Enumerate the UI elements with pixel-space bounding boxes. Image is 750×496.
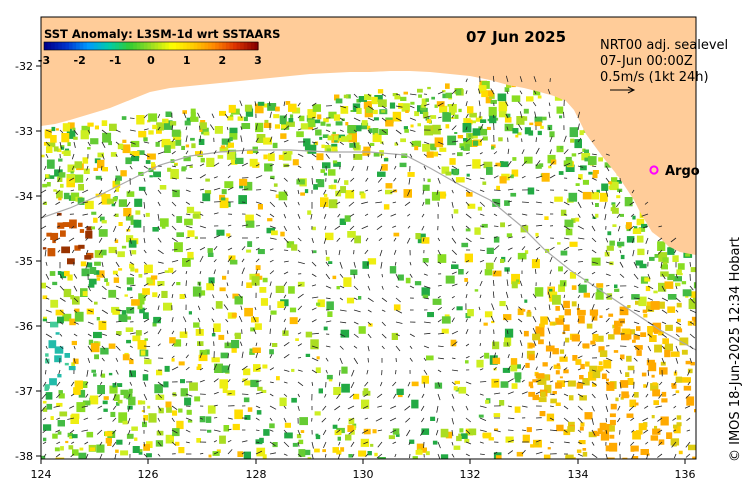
legend-colorbar: [43, 41, 259, 51]
date-label: 07 Jun 2025: [466, 28, 566, 46]
legend-tick-label: 1: [183, 54, 191, 67]
sst-anomaly-field: [41, 71, 696, 459]
y-tick-label: -37: [15, 385, 33, 398]
info-line-1: NRT00 adj. sealevel: [600, 38, 728, 53]
x-tick-label: 134: [568, 468, 589, 481]
x-tick-label: 130: [353, 468, 374, 481]
land-mass: [41, 17, 696, 255]
x-tick-label: 136: [675, 468, 696, 481]
legend: SST Anomaly: L3SM-1d wrt SSTAARS -3 -2 -1 0…: [38, 27, 281, 67]
legend-tick-labels: -3 -2 -1 0 1 2 3: [38, 54, 262, 67]
credit-text: © IMOS 18-Jun-2025 12:34 Hobart: [728, 237, 743, 462]
legend-tick-label: -1: [109, 54, 121, 67]
y-tick-label: -36: [15, 320, 33, 333]
y-tick-label: -33: [15, 125, 33, 138]
current-vectors: [41, 75, 696, 459]
info-line-2: 07-Jun 00:00Z: [600, 54, 693, 69]
legend-tick-label: -3: [38, 54, 50, 67]
legend-tick-label: -2: [74, 54, 86, 67]
y-tick-label: -35: [15, 255, 33, 268]
legend-tick-label: 0: [147, 54, 155, 67]
x-tick-label: 126: [138, 468, 159, 481]
legend-title: SST Anomaly: L3SM-1d wrt SSTAARS: [44, 27, 280, 41]
plot-frame: [40, 16, 697, 460]
x-tick-label: 132: [460, 468, 481, 481]
bathymetry-contour: [41, 149, 696, 351]
legend-tick-label: 3: [254, 54, 262, 67]
x-tick-label: 124: [31, 468, 52, 481]
argo-float-marker[interactable]: [649, 165, 659, 175]
y-tick-label: -38: [15, 450, 33, 463]
x-axis: 124 126 128 130 132 134 136: [31, 459, 696, 481]
legend-tick-label: 2: [219, 54, 227, 67]
scale-arrow: [610, 86, 636, 94]
y-axis: -32 -33 -34 -35 -36 -37 -38: [15, 60, 41, 463]
x-tick-label: 128: [246, 468, 267, 481]
y-tick-label: -34: [15, 190, 33, 203]
y-tick-label: -32: [15, 60, 33, 73]
argo-label: Argo: [665, 164, 700, 179]
info-line-3: 0.5m/s (1kt 24h): [600, 70, 709, 85]
